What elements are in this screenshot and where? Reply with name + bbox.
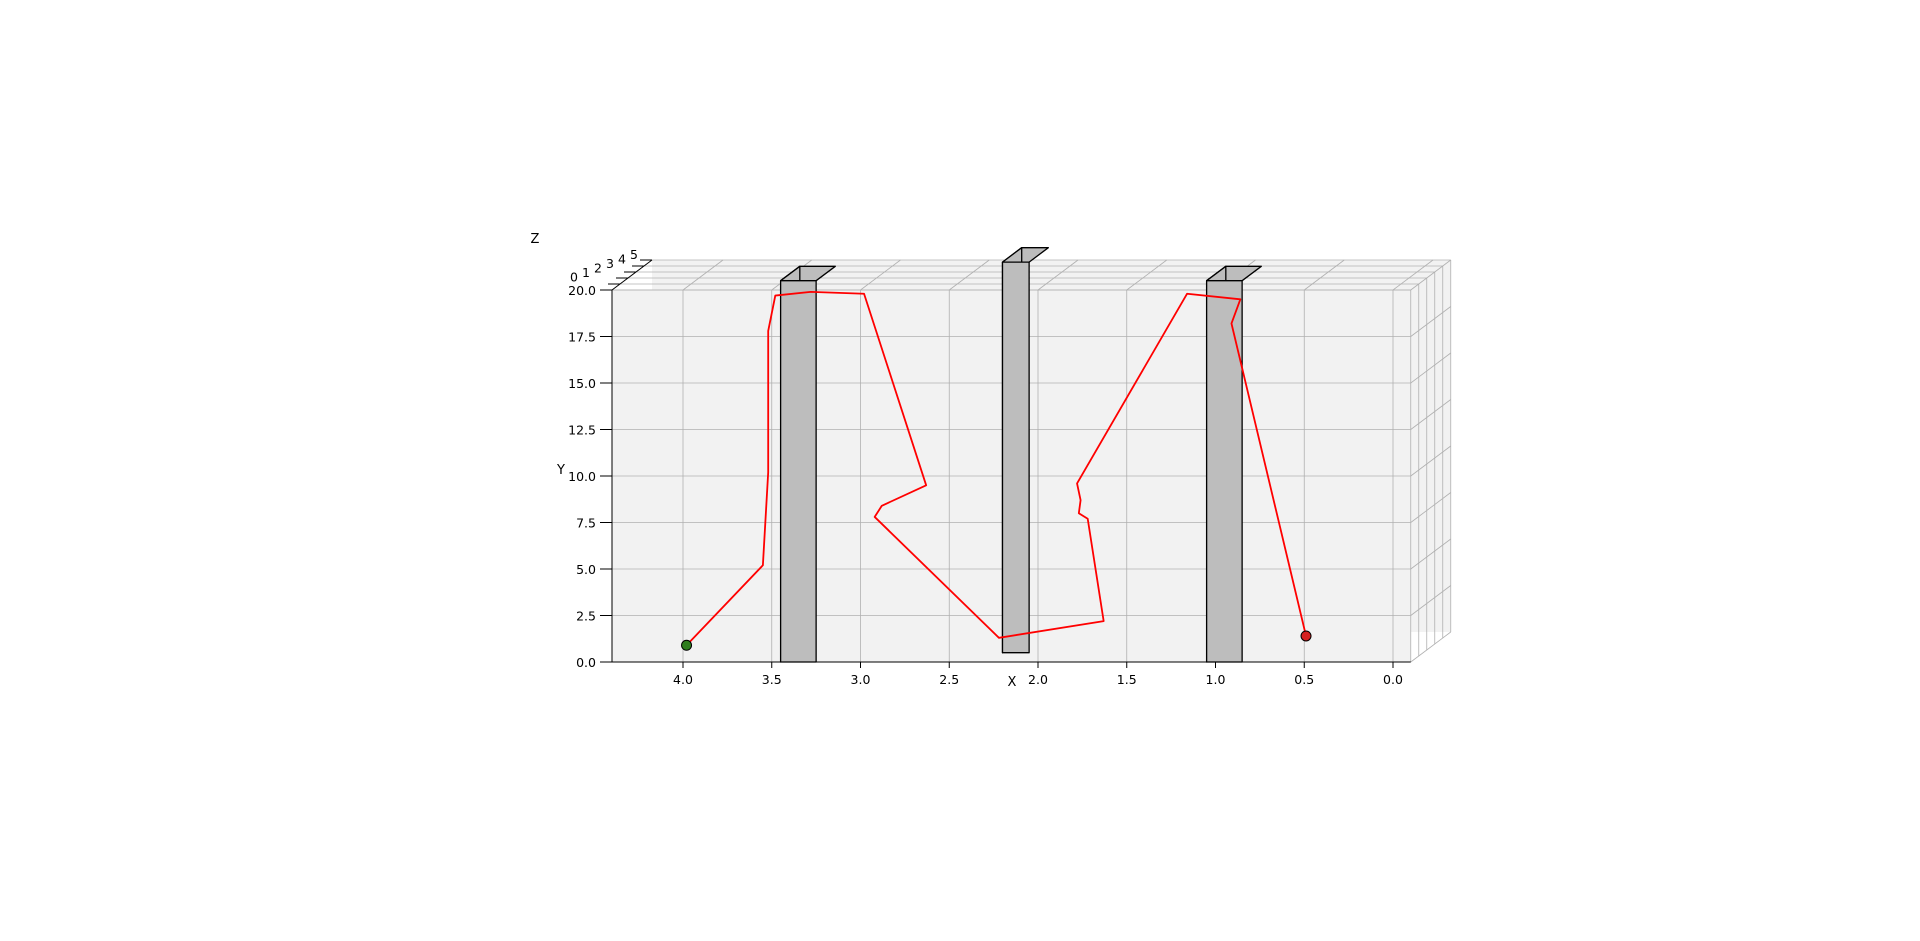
- y-tick-label: 2.5: [576, 609, 596, 624]
- y-tick-label: 7.5: [576, 516, 596, 531]
- y-grid-line-depth: [1410, 306, 1451, 337]
- y-grid-line-depth: [1410, 585, 1451, 616]
- y-grid-line-depth: [1410, 538, 1451, 570]
- path-line: [685, 290, 1307, 646]
- z-tick-label: 1: [582, 265, 590, 280]
- x-tick-label: 3.5: [762, 672, 782, 687]
- x-axis-label: X: [1008, 675, 1017, 690]
- y-tick-label: 15.0: [568, 376, 596, 391]
- y-axis-label: Y: [556, 463, 565, 478]
- x-tick-label: 1.0: [1206, 672, 1226, 687]
- x-grid-line-depth: [1126, 259, 1167, 291]
- z-tick-label: 3: [606, 256, 614, 271]
- x-tick-label: 3.0: [851, 672, 871, 687]
- x-tick-label: 1.5: [1117, 672, 1137, 687]
- y-tick-label: 20.0: [568, 283, 596, 298]
- end-marker: [1300, 630, 1312, 642]
- obstacle-front-face: [1205, 280, 1243, 663]
- obstacle-front-face: [779, 280, 817, 663]
- x-grid-line-depth: [1392, 259, 1434, 291]
- path-series: [685, 290, 1307, 646]
- y-grid-line-depth: [1410, 352, 1451, 384]
- obstacles: [779, 247, 1262, 663]
- x-grid-line-depth: [949, 259, 990, 291]
- z-axis-label: Z: [531, 232, 540, 247]
- y-grid-line-depth: [1410, 259, 1451, 291]
- x-tick-label: 4.0: [673, 672, 693, 687]
- z-axis-line: [611, 259, 653, 291]
- x-grid-line-depth: [682, 259, 724, 291]
- obstacle-front-face: [1001, 261, 1030, 654]
- y-tick-label: 0.0: [576, 655, 596, 670]
- y-tick-label: 12.5: [568, 423, 596, 438]
- z-tick-label: 4: [618, 252, 626, 267]
- y-grid-line-depth: [1410, 631, 1451, 663]
- y-tick-label: 10.0: [568, 469, 596, 484]
- x-tick-label: 0.0: [1383, 672, 1403, 687]
- start-marker: [681, 639, 693, 651]
- x-grid-line-depth: [860, 259, 901, 291]
- z-tick-label: 2: [594, 261, 602, 276]
- x-grid-line-depth: [1304, 259, 1345, 291]
- y-tick-label: 17.5: [568, 330, 596, 345]
- y-grid-line-depth: [1410, 492, 1451, 523]
- y-tick-label: 5.0: [576, 562, 596, 577]
- z-tick-label: 5: [630, 247, 638, 262]
- tick-marks: [600, 259, 1394, 668]
- y-grid-line-depth: [1410, 445, 1451, 477]
- z-tick-label: 0: [570, 270, 578, 285]
- x-tick-label: 2.0: [1028, 672, 1048, 687]
- x-tick-label: 2.5: [939, 672, 959, 687]
- y-grid-line-depth: [1410, 399, 1451, 430]
- x-grid-line-depth: [1037, 259, 1079, 291]
- axes-panes: [612, 260, 1451, 662]
- tick-labels: 4.0 3.5 3.0 2.5 2.0 1.5 1.0 0.5 0.0 0.0 2.5 5.0 7.5 1…: [568, 247, 1403, 687]
- x-tick-label: 0.5: [1294, 672, 1314, 687]
- endpoint-markers: [681, 630, 1312, 651]
